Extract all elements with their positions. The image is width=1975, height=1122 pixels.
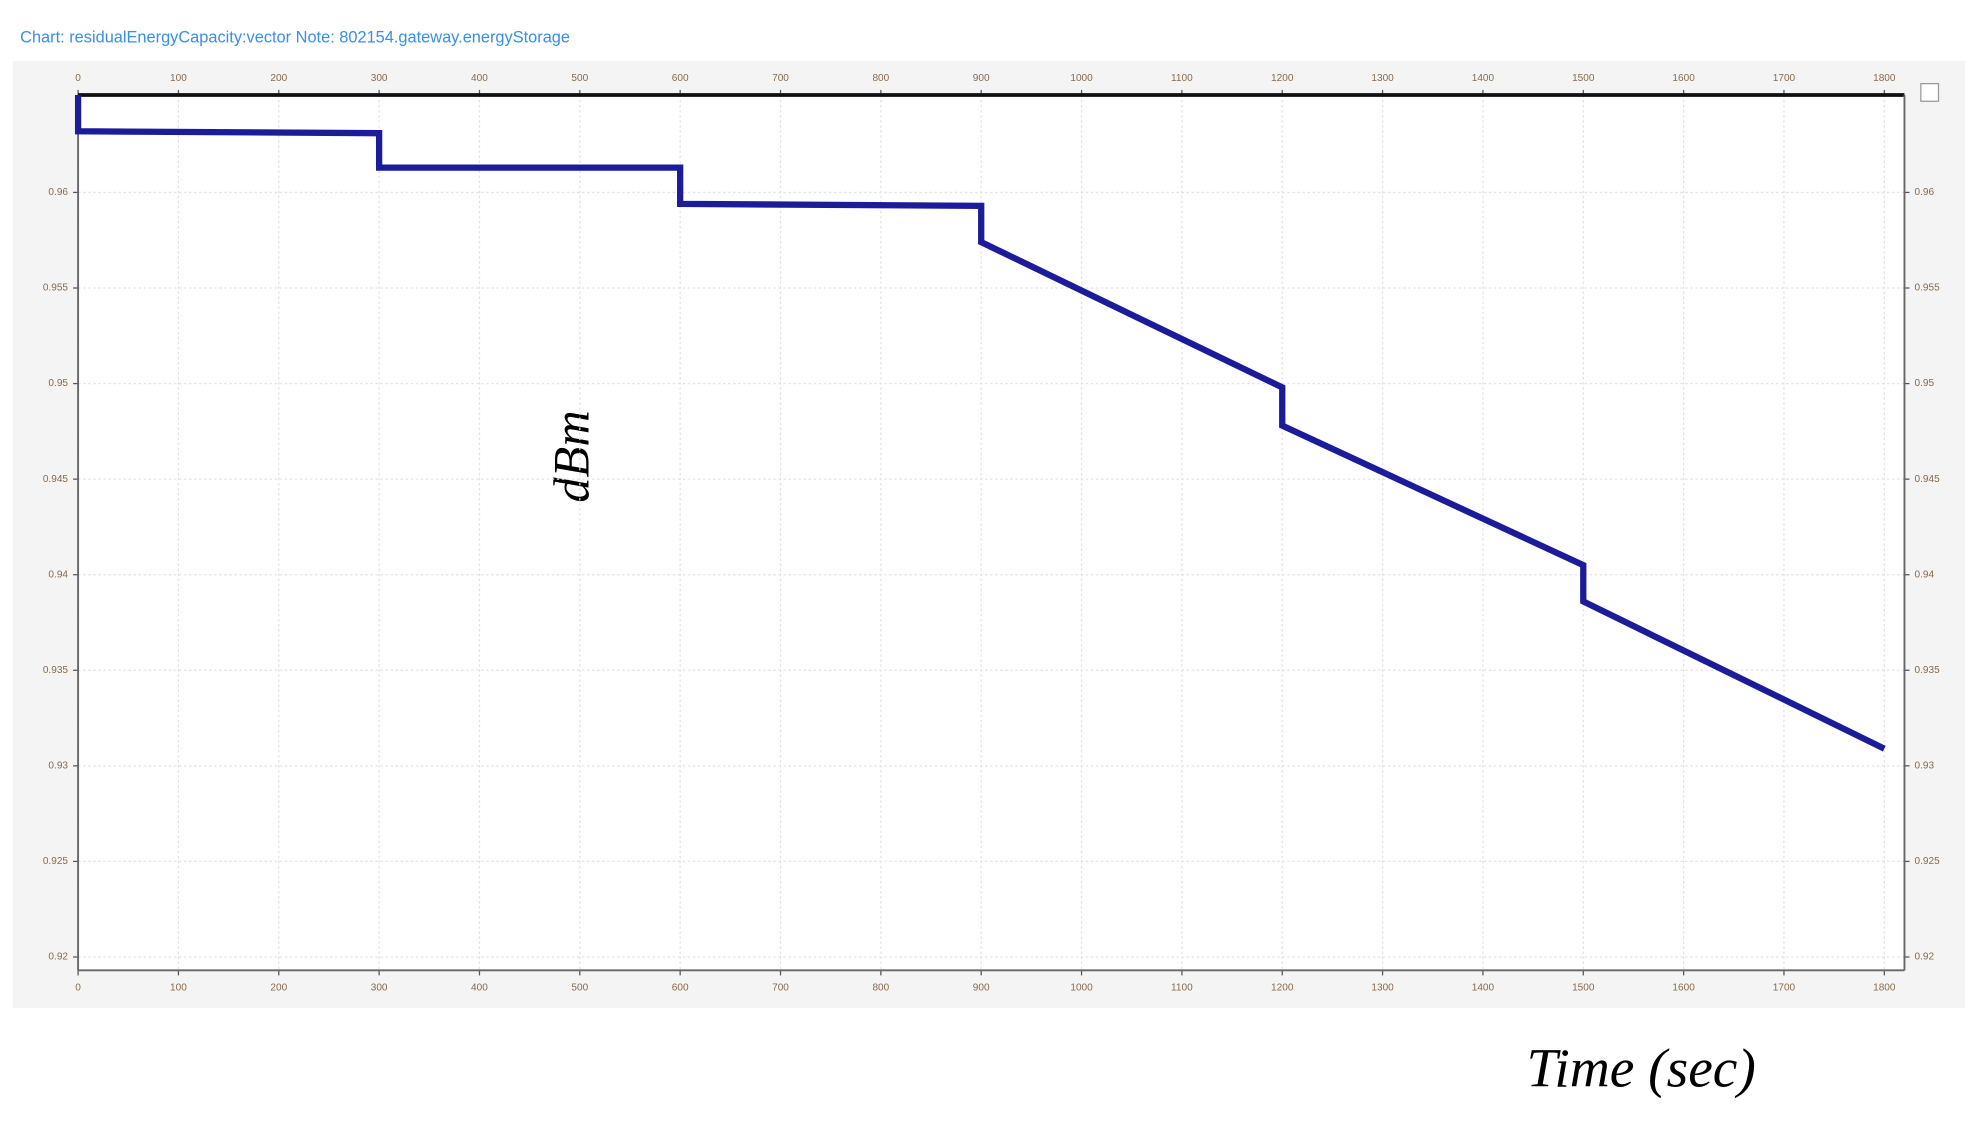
x2-tick-label: 600 bbox=[672, 73, 689, 84]
x2-tick-label: 200 bbox=[270, 73, 287, 84]
x-tick-label: 500 bbox=[571, 983, 588, 994]
y-tick-label: 0.935 bbox=[43, 665, 69, 676]
y-tick-label: 0.96 bbox=[48, 187, 68, 198]
x-tick-label: 1300 bbox=[1371, 983, 1394, 994]
y-tick-label: 0.945 bbox=[43, 474, 69, 485]
y-tick-label: 0.93 bbox=[48, 761, 68, 772]
x2-tick-label: 1700 bbox=[1773, 73, 1796, 84]
y2-tick-label: 0.92 bbox=[1915, 952, 1935, 963]
x-tick-label: 1100 bbox=[1171, 983, 1193, 994]
x-tick-label: 300 bbox=[371, 983, 388, 994]
y-tick-label: 0.94 bbox=[48, 569, 68, 580]
x-tick-label: 1000 bbox=[1070, 983, 1093, 994]
x-axis-label: Time (sec) bbox=[1527, 1037, 1756, 1098]
x-tick-label: 1600 bbox=[1672, 983, 1695, 994]
x-tick-label: 400 bbox=[471, 983, 488, 994]
x2-tick-label: 300 bbox=[371, 73, 388, 84]
x2-tick-label: 1100 bbox=[1171, 73, 1193, 84]
y2-tick-label: 0.96 bbox=[1915, 187, 1935, 198]
x2-tick-label: 1300 bbox=[1371, 73, 1394, 84]
y-tick-label: 0.95 bbox=[48, 378, 68, 389]
y2-tick-label: 0.95 bbox=[1915, 378, 1935, 389]
data-line bbox=[74, 94, 1886, 752]
x-tick-label: 200 bbox=[270, 983, 287, 994]
x-tick-label: 0 bbox=[75, 983, 81, 994]
x2-tick-label: 800 bbox=[872, 73, 889, 84]
x-tick-label: 100 bbox=[170, 983, 187, 994]
x2-tick-label: 1000 bbox=[1070, 73, 1093, 84]
y-tick-label: 0.92 bbox=[48, 952, 68, 963]
x-tick-label: 1200 bbox=[1271, 983, 1294, 994]
x2-tick-label: 900 bbox=[973, 73, 990, 84]
y2-tick-label: 0.925 bbox=[1915, 856, 1941, 867]
y2-tick-label: 0.93 bbox=[1915, 761, 1935, 772]
x2-tick-label: 500 bbox=[571, 73, 588, 84]
x2-tick-label: 700 bbox=[772, 73, 789, 84]
x-tick-label: 700 bbox=[772, 983, 789, 994]
x-tick-label: 800 bbox=[872, 983, 889, 994]
y-axis-label: dBm bbox=[543, 410, 599, 502]
x-tick-label: 600 bbox=[672, 983, 689, 994]
x2-tick-label: 1400 bbox=[1472, 73, 1495, 84]
y-tick-label: 0.955 bbox=[43, 283, 69, 294]
x2-tick-label: 100 bbox=[170, 73, 187, 84]
x-tick-label: 1800 bbox=[1873, 983, 1896, 994]
plot-area bbox=[78, 94, 1905, 971]
y-tick-label: 0.925 bbox=[43, 856, 69, 867]
x2-tick-label: 1500 bbox=[1572, 73, 1595, 84]
y2-tick-label: 0.935 bbox=[1915, 665, 1941, 676]
x-tick-label: 1500 bbox=[1572, 983, 1595, 994]
x-tick-label: 1400 bbox=[1472, 983, 1495, 994]
x-tick-label: 1700 bbox=[1773, 983, 1796, 994]
x2-tick-label: 0 bbox=[75, 73, 81, 84]
y2-tick-label: 0.945 bbox=[1915, 474, 1941, 485]
x2-tick-label: 1600 bbox=[1672, 73, 1695, 84]
x2-tick-label: 1800 bbox=[1873, 73, 1896, 84]
x-tick-label: 900 bbox=[973, 983, 990, 994]
chart-options-toggle[interactable] bbox=[1920, 82, 1940, 102]
x2-tick-label: 1200 bbox=[1271, 73, 1294, 84]
y2-tick-label: 0.94 bbox=[1915, 569, 1935, 580]
x2-tick-label: 400 bbox=[471, 73, 488, 84]
chart-title: Chart: residualEnergyCapacity:vector Not… bbox=[20, 29, 570, 47]
y2-tick-label: 0.955 bbox=[1915, 283, 1941, 294]
